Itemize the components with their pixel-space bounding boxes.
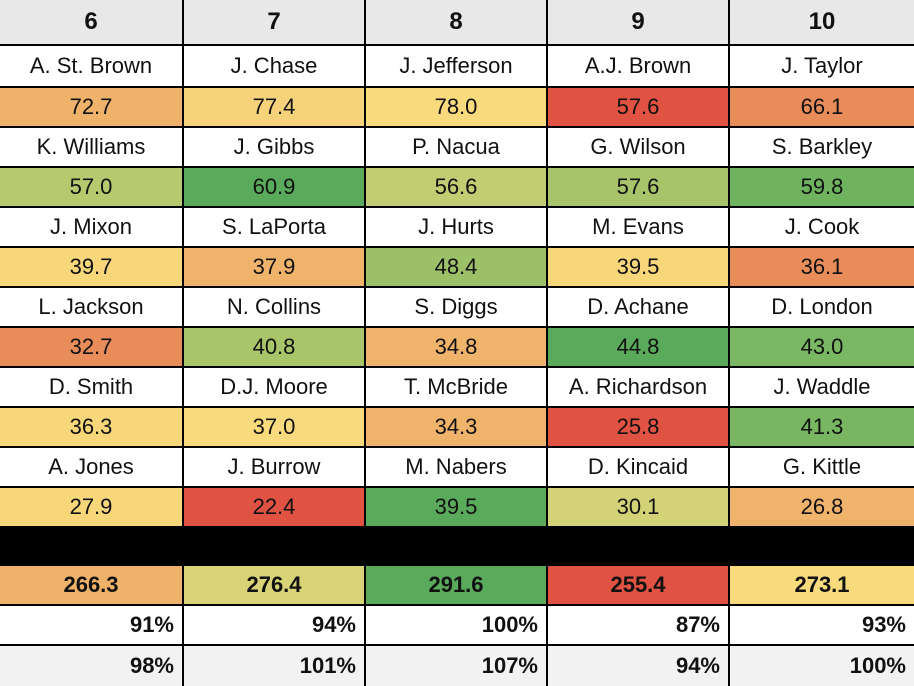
player-score: 40.8: [184, 328, 366, 366]
header-cell: 8: [366, 0, 548, 44]
player-score: 43.0: [730, 328, 914, 366]
player-score: 26.8: [730, 488, 914, 526]
player-score: 78.0: [366, 88, 548, 126]
player-score: 39.5: [366, 488, 548, 526]
player-score: 36.3: [0, 408, 184, 446]
player-name: S. LaPorta: [184, 208, 366, 246]
player-name: M. Evans: [548, 208, 730, 246]
percent-value: 100%: [730, 646, 914, 686]
player-score: 48.4: [366, 248, 548, 286]
total-value: 273.1: [730, 566, 914, 604]
player-score: 56.6: [366, 168, 548, 206]
percent-value: 91%: [0, 606, 184, 644]
total-value: 255.4: [548, 566, 730, 604]
header-cell: 9: [548, 0, 730, 44]
player-score: 66.1: [730, 88, 914, 126]
percent-value: 107%: [366, 646, 548, 686]
player-name: M. Nabers: [366, 448, 548, 486]
header-row: 6 7 8 9 10: [0, 0, 914, 44]
percent-row-2: 98% 101% 107% 94% 100%: [0, 646, 914, 686]
score-row: 57.0 60.9 56.6 57.6 59.8: [0, 168, 914, 206]
player-score: 34.3: [366, 408, 548, 446]
player-name: T. McBride: [366, 368, 548, 406]
player-score: 34.8: [366, 328, 548, 366]
player-name: G. Wilson: [548, 128, 730, 166]
percent-value: 93%: [730, 606, 914, 644]
player-name: J. Hurts: [366, 208, 548, 246]
player-name: J. Waddle: [730, 368, 914, 406]
name-row: J. Mixon S. LaPorta J. Hurts M. Evans J.…: [0, 208, 914, 246]
name-row: A. St. Brown J. Chase J. Jefferson A.J. …: [0, 46, 914, 86]
name-row: L. Jackson N. Collins S. Diggs D. Achane…: [0, 288, 914, 326]
player-name: N. Collins: [184, 288, 366, 326]
player-name: D.J. Moore: [184, 368, 366, 406]
totals-row: 266.3 276.4 291.6 255.4 273.1: [0, 566, 914, 604]
name-row: D. Smith D.J. Moore T. McBride A. Richar…: [0, 368, 914, 406]
player-name: J. Gibbs: [184, 128, 366, 166]
player-name: A. St. Brown: [0, 46, 184, 86]
name-row: A. Jones J. Burrow M. Nabers D. Kincaid …: [0, 448, 914, 486]
score-row: 72.7 77.4 78.0 57.6 66.1: [0, 88, 914, 126]
player-score: 37.9: [184, 248, 366, 286]
header-cell: 10: [730, 0, 914, 44]
player-score: 77.4: [184, 88, 366, 126]
player-name: J. Cook: [730, 208, 914, 246]
score-row: 36.3 37.0 34.3 25.8 41.3: [0, 408, 914, 446]
player-name: J. Jefferson: [366, 46, 548, 86]
player-score: 57.6: [548, 88, 730, 126]
player-score: 44.8: [548, 328, 730, 366]
player-name: K. Williams: [0, 128, 184, 166]
percent-value: 98%: [0, 646, 184, 686]
player-name: J. Burrow: [184, 448, 366, 486]
player-score: 59.8: [730, 168, 914, 206]
player-score: 30.1: [548, 488, 730, 526]
percent-value: 94%: [184, 606, 366, 644]
player-score: 57.0: [0, 168, 184, 206]
player-name: A.J. Brown: [548, 46, 730, 86]
percent-value: 87%: [548, 606, 730, 644]
player-name: D. Smith: [0, 368, 184, 406]
player-name: S. Barkley: [730, 128, 914, 166]
player-name: D. Kincaid: [548, 448, 730, 486]
player-score: 22.4: [184, 488, 366, 526]
player-name: S. Diggs: [366, 288, 548, 326]
player-name: D. Achane: [548, 288, 730, 326]
header-cell: 6: [0, 0, 184, 44]
player-score: 36.1: [730, 248, 914, 286]
player-name: A. Richardson: [548, 368, 730, 406]
player-name: J. Mixon: [0, 208, 184, 246]
player-name: A. Jones: [0, 448, 184, 486]
percent-value: 101%: [184, 646, 366, 686]
total-value: 276.4: [184, 566, 366, 604]
header-cell: 7: [184, 0, 366, 44]
player-name: J. Chase: [184, 46, 366, 86]
name-row: K. Williams J. Gibbs P. Nacua G. Wilson …: [0, 128, 914, 166]
score-row: 32.7 40.8 34.8 44.8 43.0: [0, 328, 914, 366]
percent-value: 94%: [548, 646, 730, 686]
score-row: 39.7 37.9 48.4 39.5 36.1: [0, 248, 914, 286]
percent-value: 100%: [366, 606, 548, 644]
score-row: 27.9 22.4 39.5 30.1 26.8: [0, 488, 914, 526]
player-score: 41.3: [730, 408, 914, 446]
total-value: 291.6: [366, 566, 548, 604]
player-score: 32.7: [0, 328, 184, 366]
player-score: 27.9: [0, 488, 184, 526]
player-name: G. Kittle: [730, 448, 914, 486]
player-name: J. Taylor: [730, 46, 914, 86]
player-name: D. London: [730, 288, 914, 326]
total-value: 266.3: [0, 566, 184, 604]
player-score: 60.9: [184, 168, 366, 206]
player-score: 25.8: [548, 408, 730, 446]
player-score: 57.6: [548, 168, 730, 206]
player-score: 39.7: [0, 248, 184, 286]
player-name: L. Jackson: [0, 288, 184, 326]
player-score: 39.5: [548, 248, 730, 286]
player-score: 72.7: [0, 88, 184, 126]
percent-row-1: 91% 94% 100% 87% 93%: [0, 606, 914, 644]
player-score: 37.0: [184, 408, 366, 446]
player-name: P. Nacua: [366, 128, 548, 166]
